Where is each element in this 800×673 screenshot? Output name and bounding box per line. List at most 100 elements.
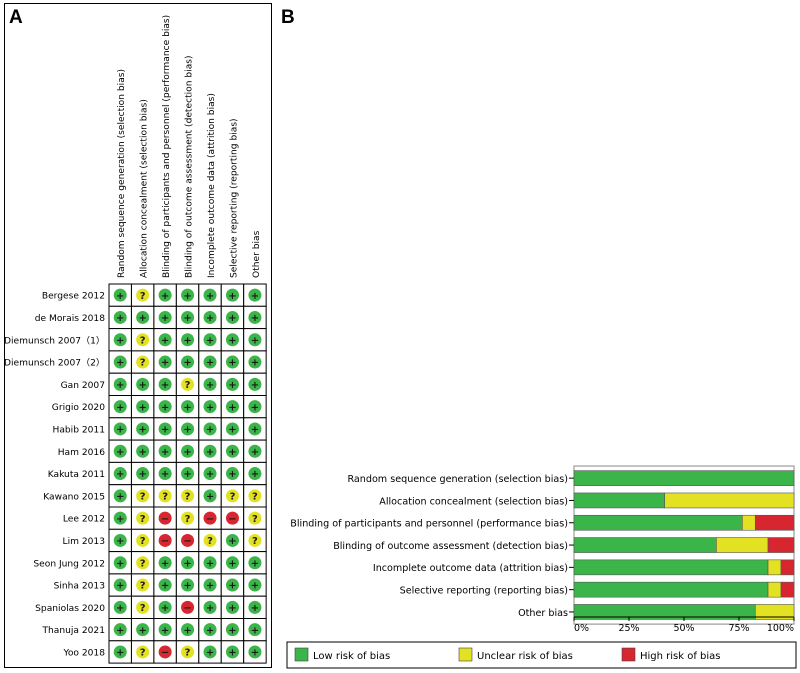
bar-segment-1 xyxy=(767,581,782,598)
study-label: Sinha 2013 xyxy=(54,582,106,592)
rating-low-symbol: + xyxy=(183,291,191,302)
rating-low-marker xyxy=(248,645,262,659)
rating-low-symbol: + xyxy=(251,425,259,436)
rating-low-symbol: + xyxy=(206,469,214,480)
rating-low-symbol: + xyxy=(116,625,124,636)
rating-low-marker xyxy=(225,333,239,347)
rating-low-marker xyxy=(158,377,172,391)
domain-header: Other bias xyxy=(252,230,262,278)
study-label: Lee 2012 xyxy=(63,515,105,525)
category-label: Allocation concealment (selection bias) xyxy=(379,496,568,507)
rating-low-symbol: + xyxy=(116,536,124,547)
rating-low-marker xyxy=(158,288,172,302)
study-label: Yoo 2018 xyxy=(62,648,105,658)
rating-low-marker xyxy=(248,600,262,614)
rating-low-marker xyxy=(248,444,262,458)
rating-low-marker xyxy=(136,377,150,391)
category-label: Random sequence generation (selection bi… xyxy=(347,474,568,485)
rating-low-symbol: + xyxy=(251,648,259,659)
rating-low-symbol: + xyxy=(116,469,124,480)
rating-unclear-marker xyxy=(248,511,262,525)
rating-low-symbol: + xyxy=(228,358,236,369)
rating-low-marker xyxy=(203,288,217,302)
rating-low-symbol: + xyxy=(183,358,191,369)
rating-low-symbol: + xyxy=(116,447,124,458)
rating-low-symbol: + xyxy=(116,358,124,369)
rating-low-marker xyxy=(113,556,127,570)
rating-low-marker xyxy=(113,511,127,525)
rating-low-symbol: + xyxy=(183,335,191,346)
rating-low-marker xyxy=(181,444,195,458)
study-label: de Morais 2018 xyxy=(35,314,105,324)
bar-segment-0 xyxy=(573,559,769,576)
study-label: Kakuta 2011 xyxy=(48,470,105,480)
rating-low-marker xyxy=(225,556,239,570)
rating-low-symbol: + xyxy=(161,558,169,569)
rating-low-symbol: + xyxy=(251,291,259,302)
rating-low-marker xyxy=(181,556,195,570)
domain-header: Random sequence generation (selection bi… xyxy=(117,69,127,278)
rating-low-marker xyxy=(113,467,127,481)
domain-header: Incomplete outcome data (attrition bias) xyxy=(207,93,217,278)
rating-unclear-symbol: ? xyxy=(185,514,191,525)
rating-low-marker xyxy=(158,556,172,570)
rating-low-symbol: + xyxy=(251,625,259,636)
rating-unclear-symbol: ? xyxy=(140,358,146,369)
rating-low-marker xyxy=(181,310,195,324)
rating-low-marker xyxy=(203,377,217,391)
x-tick-label: 0% xyxy=(574,623,589,634)
rating-unclear-marker xyxy=(181,645,195,659)
study-label: Thanuja 2021 xyxy=(41,626,105,636)
legend-label: Low risk of bias xyxy=(313,651,390,662)
rating-low-marker xyxy=(158,422,172,436)
rating-low-symbol: + xyxy=(183,447,191,458)
rating-low-symbol: + xyxy=(183,425,191,436)
panel-a-label: A xyxy=(9,7,23,28)
rating-low-symbol: + xyxy=(116,425,124,436)
rating-low-marker xyxy=(248,310,262,324)
rating-low-marker xyxy=(158,400,172,414)
rating-low-marker xyxy=(203,489,217,503)
rating-low-symbol: + xyxy=(206,358,214,369)
rating-low-symbol: + xyxy=(138,402,146,413)
rating-unclear-marker xyxy=(158,489,172,503)
rating-low-marker xyxy=(113,578,127,592)
rating-low-marker xyxy=(136,623,150,637)
study-label: Spaniolas 2020 xyxy=(35,604,105,614)
rating-low-marker xyxy=(113,355,127,369)
rating-high-symbol: − xyxy=(161,514,169,525)
rating-low-marker xyxy=(203,467,217,481)
rating-low-symbol: + xyxy=(138,313,146,324)
rating-low-marker xyxy=(225,400,239,414)
category-label: Incomplete outcome data (attrition bias) xyxy=(373,563,568,574)
rating-low-marker xyxy=(136,400,150,414)
rating-low-marker xyxy=(181,355,195,369)
rating-low-symbol: + xyxy=(206,402,214,413)
legend-swatch xyxy=(458,647,473,662)
rating-low-symbol: + xyxy=(206,425,214,436)
rating-high-marker xyxy=(158,645,172,659)
rating-low-symbol: + xyxy=(251,558,259,569)
rating-low-symbol: + xyxy=(138,447,146,458)
rating-low-symbol: + xyxy=(228,291,236,302)
rating-high-symbol: − xyxy=(183,536,191,547)
rating-low-marker xyxy=(203,333,217,347)
rating-low-symbol: + xyxy=(206,558,214,569)
study-label: Bergese 2012 xyxy=(42,292,105,302)
rating-low-symbol: + xyxy=(116,402,124,413)
rating-unclear-symbol: ? xyxy=(207,536,213,547)
study-label: Diemunsch 2007（2） xyxy=(4,358,105,369)
rating-low-symbol: + xyxy=(206,291,214,302)
rating-low-symbol: + xyxy=(251,603,259,614)
rating-low-symbol: + xyxy=(138,425,146,436)
rating-low-marker xyxy=(113,310,127,324)
rating-unclear-symbol: ? xyxy=(140,648,146,659)
rating-low-marker xyxy=(113,600,127,614)
rating-low-symbol: + xyxy=(161,469,169,480)
rating-low-marker xyxy=(181,623,195,637)
rating-unclear-marker xyxy=(136,600,150,614)
rating-low-marker xyxy=(158,355,172,369)
bar-segment-1 xyxy=(741,514,756,531)
rating-low-marker xyxy=(113,645,127,659)
